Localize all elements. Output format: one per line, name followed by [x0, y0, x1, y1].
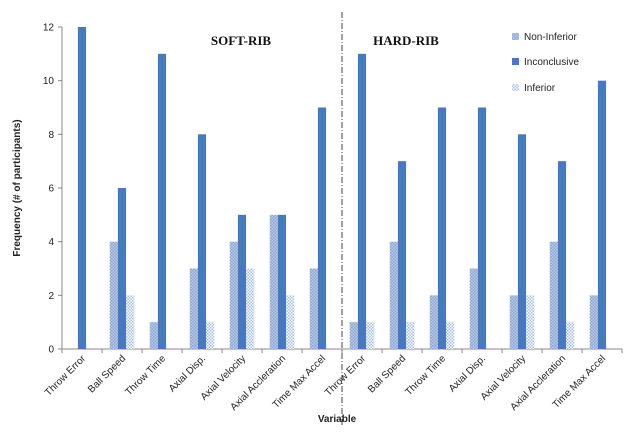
- bar-non-inferior: [429, 295, 438, 349]
- bar-non-inferior: [309, 268, 318, 349]
- bar-inconclusive: [517, 134, 527, 349]
- legend-label-inferior: Inferior: [524, 83, 556, 94]
- bar-non-inferior: [349, 322, 358, 349]
- x-tick-label: Throw Error: [323, 353, 369, 399]
- bar-inconclusive: [397, 161, 407, 349]
- bar-inconclusive: [317, 107, 327, 349]
- legend-swatch-inconclusive: [512, 58, 519, 65]
- bar-inconclusive: [597, 80, 607, 350]
- bar-inferior: [366, 322, 375, 349]
- x-tick-label: Throw Time: [123, 353, 168, 398]
- bar-non-inferior: [149, 322, 158, 349]
- bar-inconclusive: [477, 107, 487, 349]
- bar-inferior: [566, 322, 575, 349]
- panel-title-hard-rib: HARD-RIB: [373, 33, 439, 48]
- x-tick-label: Ball Speed: [366, 353, 408, 395]
- bar-inconclusive: [437, 107, 447, 349]
- y-tick-label: 6: [48, 184, 54, 195]
- bar-inferior: [286, 295, 295, 349]
- y-axis-title: Frequency (# of participants): [12, 119, 23, 256]
- bar-non-inferior: [589, 295, 598, 349]
- legend: Non-Inferior Inconclusive Inferior: [512, 32, 579, 94]
- x-axis-title: Variable: [318, 414, 357, 425]
- bar-inconclusive: [77, 27, 87, 349]
- bar-inferior: [246, 268, 255, 349]
- bar-non-inferior: [189, 268, 198, 349]
- bar-inferior: [526, 295, 535, 349]
- x-tick-label: Ball Speed: [86, 353, 128, 395]
- bar-non-inferior: [389, 241, 398, 349]
- x-tick-label: Throw Error: [43, 353, 89, 399]
- bar-inconclusive: [277, 214, 287, 349]
- bar-non-inferior: [269, 214, 278, 349]
- y-tick-label: 4: [48, 237, 54, 248]
- bar-inconclusive: [557, 161, 567, 349]
- bar-inconclusive: [157, 53, 167, 349]
- legend-label-non-inferior: Non-Inferior: [524, 32, 577, 43]
- bar-non-inferior: [109, 241, 118, 349]
- bar-inconclusive: [237, 214, 247, 349]
- panel-title-soft-rib: SOFT-RIB: [211, 33, 272, 48]
- legend-label-inconclusive: Inconclusive: [524, 57, 579, 68]
- x-tick-label: Axial Disp.: [447, 353, 488, 394]
- legend-swatch-inferior: [512, 84, 519, 91]
- x-tick-label: Throw Time: [403, 353, 448, 398]
- bar-inferior: [406, 322, 415, 349]
- bars: [77, 27, 607, 350]
- bar-non-inferior: [549, 241, 558, 349]
- legend-swatch-non-inferior: [512, 33, 519, 40]
- bar-inconclusive: [197, 134, 207, 349]
- bar-non-inferior: [229, 241, 238, 349]
- y-tick-label: 12: [43, 23, 55, 34]
- y-tick-label: 10: [43, 76, 55, 87]
- bar-non-inferior: [509, 295, 518, 349]
- bar-non-inferior: [469, 268, 478, 349]
- y-tick-label: 0: [48, 345, 54, 356]
- bar-inconclusive: [357, 53, 367, 349]
- bar-inferior: [126, 295, 135, 349]
- bar-inferior: [206, 322, 215, 349]
- bar-inferior: [446, 322, 455, 349]
- bar-inconclusive: [117, 188, 127, 349]
- axes: [58, 12, 623, 425]
- x-tick-label: Axial Disp.: [167, 353, 208, 394]
- y-tick-label: 8: [48, 130, 54, 141]
- y-tick-label: 2: [48, 291, 54, 302]
